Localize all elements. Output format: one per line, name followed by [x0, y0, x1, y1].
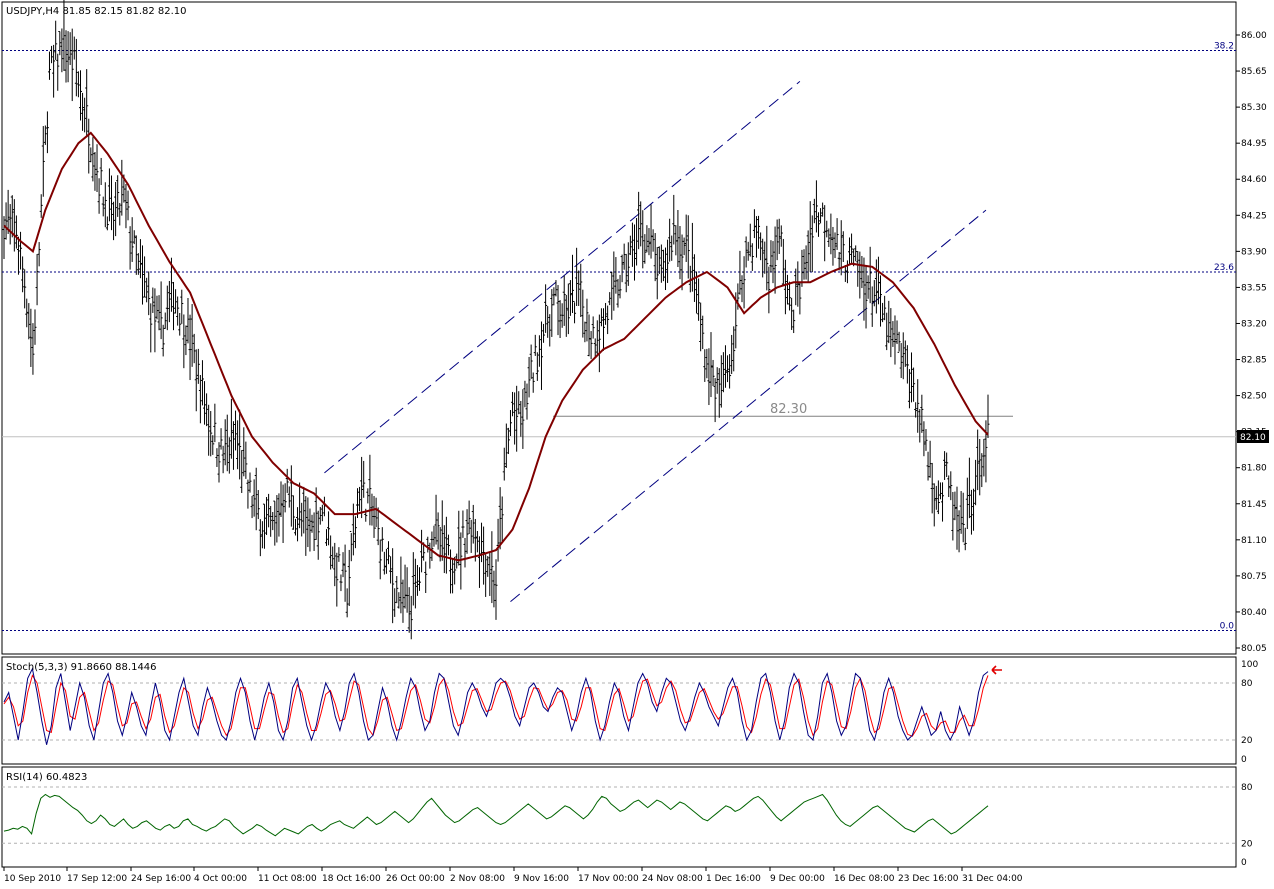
x-tick-label: 9 Dec 00:00: [770, 874, 825, 884]
x-tick-label: 11 Oct 08:00: [258, 874, 317, 884]
stoch-signal-line: [3, 674, 989, 737]
y-tick-label: 83.90: [1241, 247, 1267, 257]
current-price-label: 82.10: [1240, 433, 1266, 443]
channel-line: [324, 80, 801, 474]
x-tick-label: 26 Oct 00:00: [386, 874, 445, 884]
y-tick-label: 82.50: [1241, 392, 1267, 402]
x-tick-label: 17 Nov 00:00: [578, 874, 639, 884]
y-tick-label: 81.80: [1241, 464, 1267, 474]
rsi-label: RSI(14) 60.4823: [6, 772, 87, 783]
stoch-y-tick-label: 0: [1241, 755, 1247, 765]
rsi-y-tick-label: 20: [1241, 839, 1253, 849]
moving-average: [3, 131, 989, 562]
stoch-main-line: [3, 667, 989, 745]
stoch-series: [2, 667, 1236, 745]
y-tick-label: 80.05: [1241, 644, 1267, 654]
x-tick-label: 9 Nov 16:00: [514, 874, 569, 884]
x-tick-label: 2 Nov 08:00: [450, 874, 505, 884]
y-tick-label: 84.60: [1241, 175, 1267, 185]
rsi-y-tick-label: 0: [1241, 858, 1247, 868]
y-tick-label: 80.75: [1241, 572, 1267, 582]
rsi-series: [2, 786, 1236, 844]
fib-level-label: 23.6: [1214, 263, 1234, 273]
x-tick-label: 1 Dec 16:00: [706, 874, 761, 884]
x-tick-label: 23 Dec 16:00: [898, 874, 959, 884]
price-panel-frame: [1, 1, 1237, 655]
y-tick-label: 84.95: [1241, 139, 1267, 149]
y-tick-label: 85.30: [1241, 103, 1267, 113]
y-tick-label: 83.55: [1241, 283, 1267, 293]
x-tick-label: 16 Dec 08:00: [834, 874, 895, 884]
y-tick-label: 83.20: [1241, 319, 1267, 329]
x-tick-label: 4 Oct 00:00: [194, 874, 247, 884]
stoch-panel-frame: [1, 656, 1237, 765]
y-tick-label: 82.85: [1241, 356, 1267, 366]
stoch-label: Stoch(5,3,3) 91.8660 88.1446: [6, 662, 157, 673]
x-axis-ticks: 10 Sep 2010 17 Sep 12:00 24 Sep 16:00 4 Oct…: [3, 867, 1023, 884]
x-tick-label: 24 Nov 08:00: [642, 874, 703, 884]
y-tick-label: 86.00: [1241, 31, 1267, 41]
level-lines: 38.2 23.6 0.0: [2, 41, 1236, 631]
rsi-y-tick-label: 80: [1241, 783, 1253, 793]
fib-level-label: 38.2: [1214, 41, 1234, 51]
stoch-y-tick-label: 100: [1241, 660, 1258, 670]
rsi-line: [3, 793, 989, 837]
rsi-panel-frame: [1, 766, 1237, 868]
stoch-y-tick-label: 80: [1241, 679, 1253, 689]
y-tick-label: 85.65: [1241, 67, 1267, 77]
y-axis-ticks: 86.00 85.65 85.30 84.95 84.60 84.25 83.90 83.55…: [1236, 31, 1267, 868]
channel-lines: [324, 80, 987, 603]
x-tick-label: 24 Sep 16:00: [131, 874, 191, 884]
channel-line: [510, 209, 987, 603]
x-tick-label: 18 Oct 16:00: [322, 874, 381, 884]
main-chart-label: USDJPY,H4 81.85 82.15 81.82 82.10: [6, 6, 187, 17]
support-line-label: 82.30: [770, 402, 807, 417]
x-tick-label: 17 Sep 12:00: [67, 874, 127, 884]
moving-average-line: [3, 131, 989, 562]
price-bars: [2, 0, 990, 640]
y-tick-label: 81.10: [1241, 536, 1267, 546]
stoch-arrow-icon: [991, 665, 1002, 675]
y-tick-label: 81.45: [1241, 500, 1267, 510]
y-tick-label: 80.40: [1241, 608, 1267, 618]
stoch-y-tick-label: 20: [1241, 736, 1253, 746]
x-tick-label: 31 Dec 04:00: [962, 874, 1023, 884]
y-tick-label: 84.25: [1241, 211, 1267, 221]
x-tick-label: 10 Sep 2010: [4, 874, 61, 884]
fib-level-label: 0.0: [1220, 621, 1235, 631]
current-price-box: [1237, 430, 1269, 443]
